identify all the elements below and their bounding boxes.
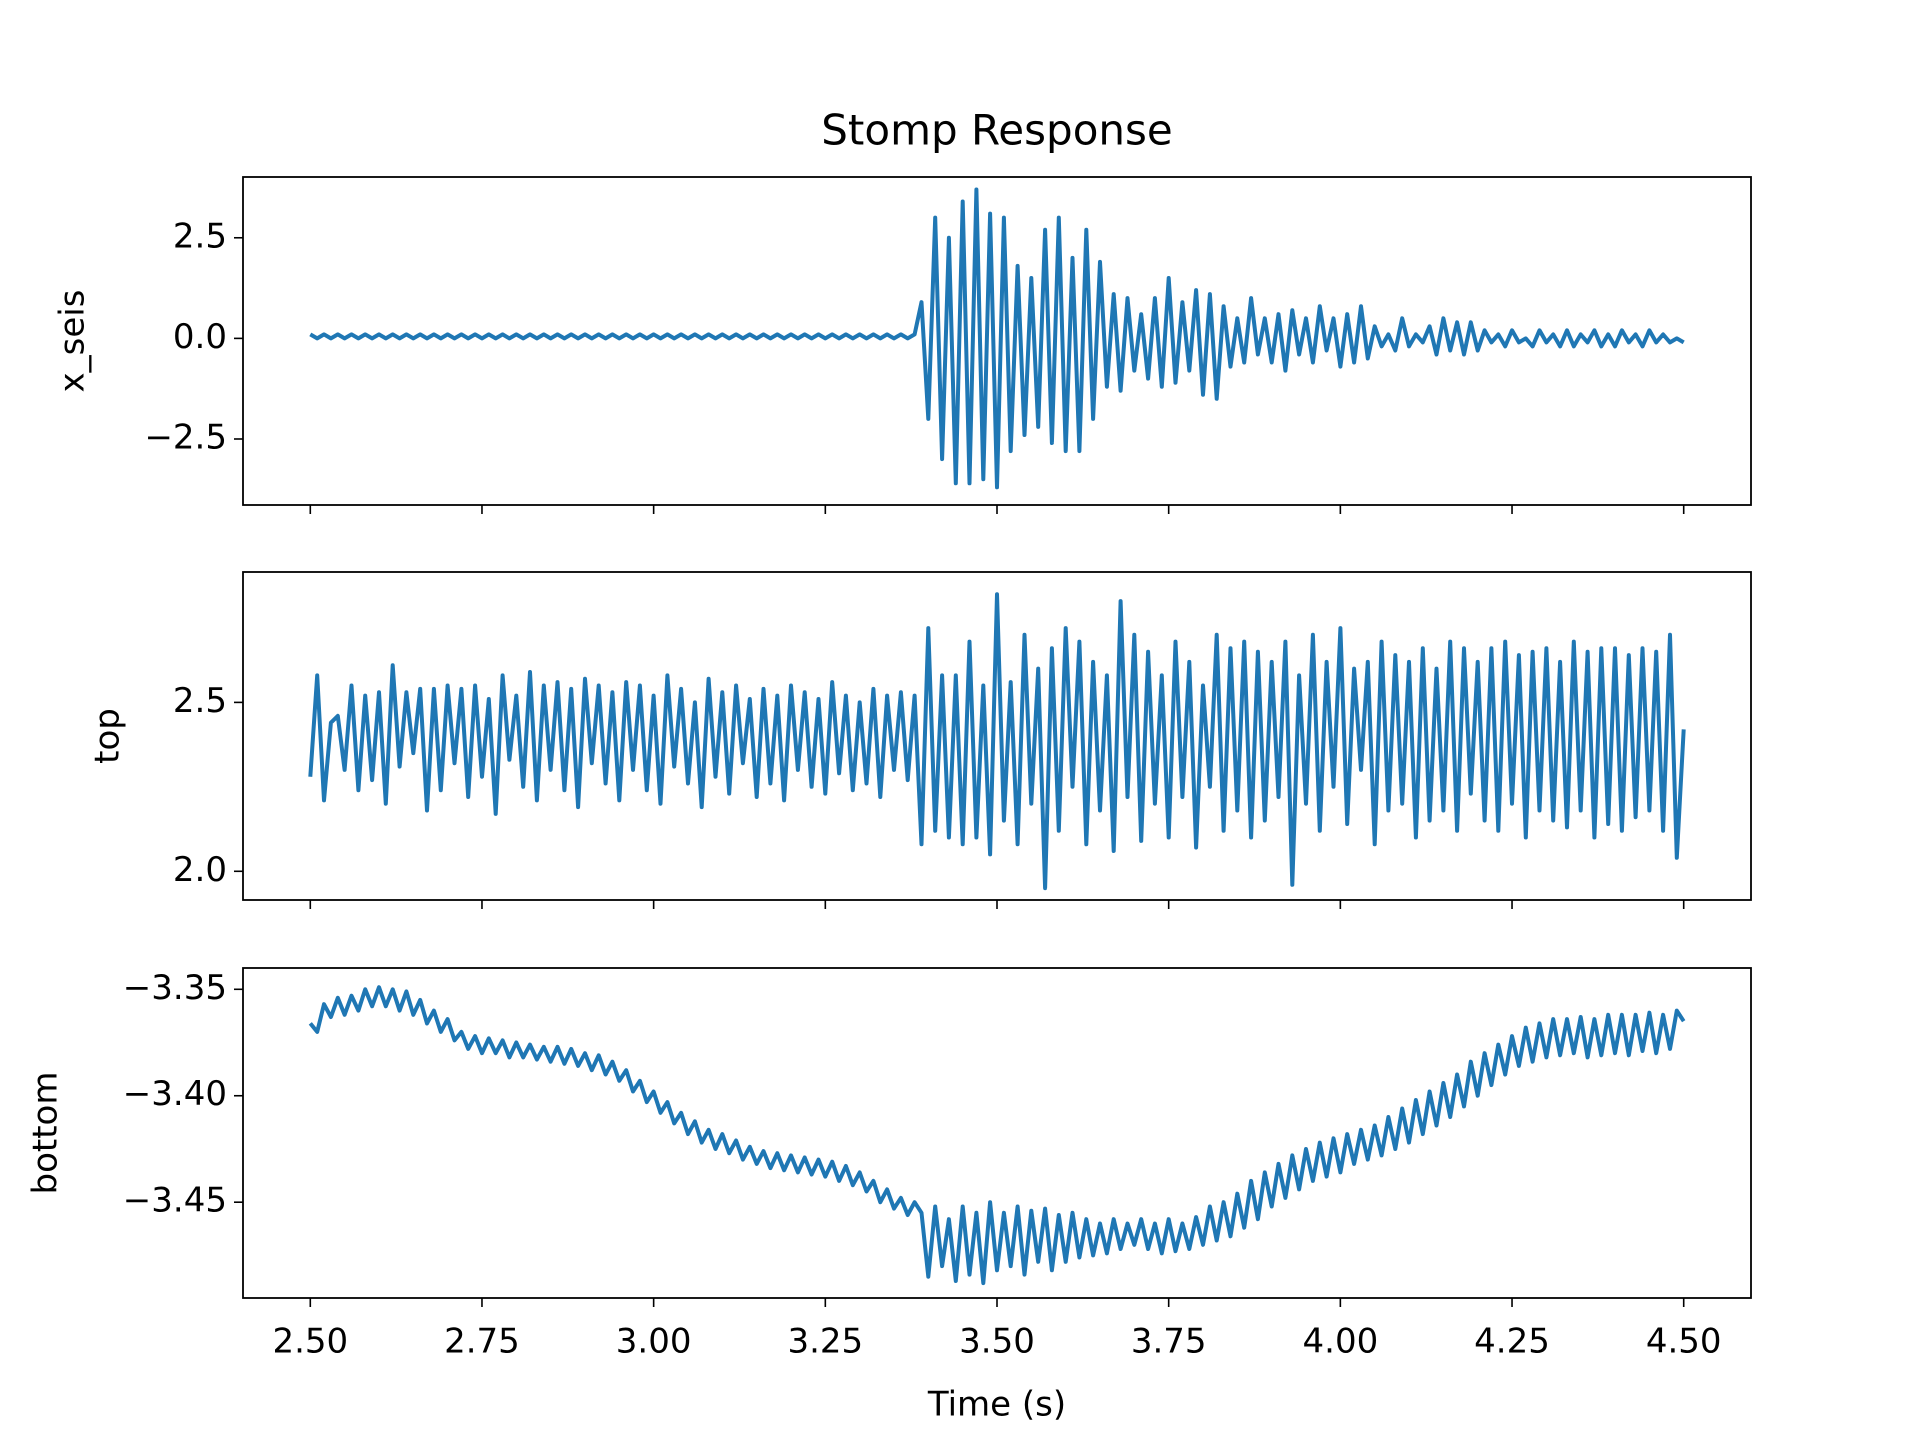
x-tick-label: 3.25	[787, 1322, 863, 1362]
y-axis-label: bottom	[26, 1072, 66, 1195]
y-axis-label: x_seis	[53, 290, 93, 393]
line-series	[309, 187, 1685, 490]
x-axis-label: Time (s)	[927, 1385, 1066, 1425]
x-tick-label: 3.75	[1131, 1322, 1207, 1362]
plot-frame	[242, 571, 1752, 901]
y-axis-label: top	[88, 708, 128, 764]
y-tick-label: 0.0	[173, 317, 227, 357]
x-tick-label: 2.50	[272, 1322, 348, 1362]
x-tick-label: 3.50	[959, 1322, 1035, 1362]
x-tick-label: 2.75	[444, 1322, 520, 1362]
line-series	[308, 985, 1686, 1286]
y-tick-label: −3.45	[123, 1181, 227, 1221]
y-tick-label: 2.5	[173, 681, 227, 721]
x-tick-label: 4.50	[1646, 1322, 1722, 1362]
plot-frame	[242, 176, 1752, 506]
x-tick-label: 4.25	[1474, 1322, 1550, 1362]
x-tick-label: 3.00	[616, 1322, 692, 1362]
plot-frame	[242, 967, 1752, 1299]
y-tick-label: −2.5	[144, 417, 227, 457]
y-tick-label: −3.40	[123, 1074, 227, 1114]
x-tick-label: 4.00	[1303, 1322, 1379, 1362]
y-tick-label: 2.5	[173, 216, 227, 256]
line-series	[308, 592, 1686, 891]
y-tick-label: 2.0	[173, 850, 227, 890]
chart-title: Stomp Response	[821, 106, 1172, 155]
y-tick-label: −3.35	[123, 968, 227, 1008]
